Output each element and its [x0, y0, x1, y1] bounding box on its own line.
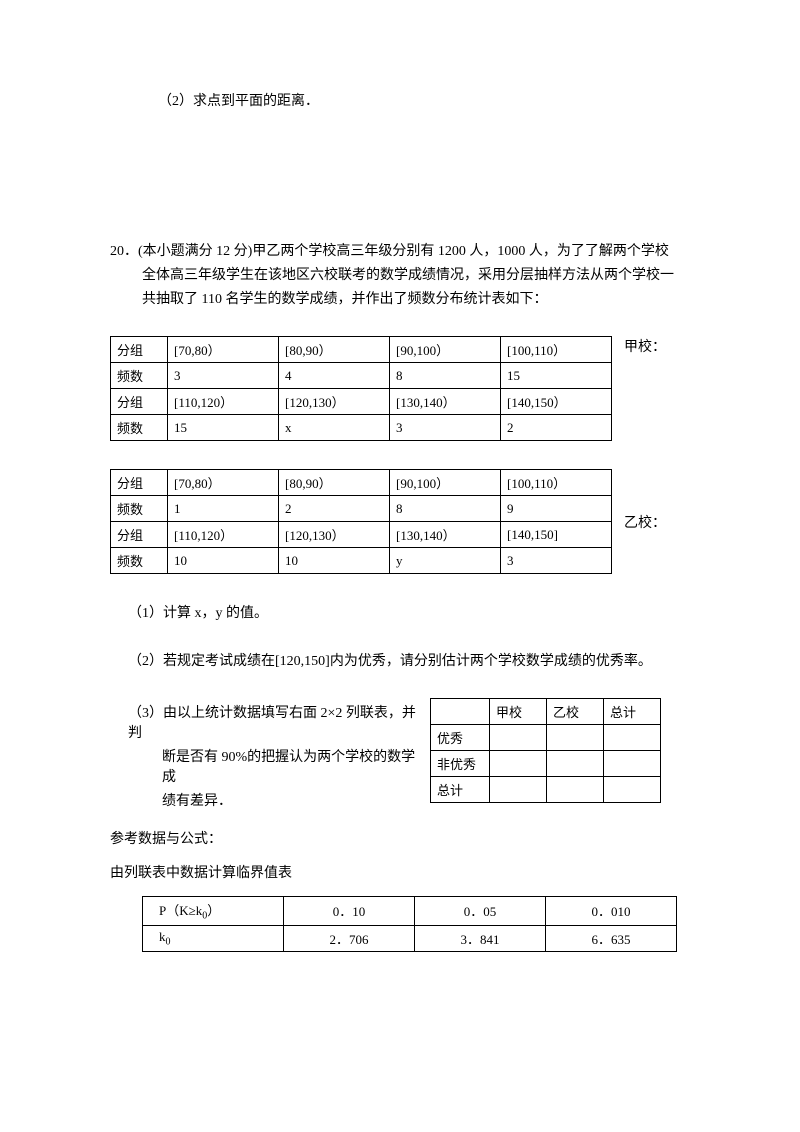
ta-r2c1: 3: [168, 363, 279, 389]
ta-r3c3: [130,140）: [390, 389, 501, 415]
ct-r1c2: [547, 725, 604, 751]
ct-r1: 优秀: [431, 725, 490, 751]
ta-r1c1: [70,80）: [168, 337, 279, 363]
ta-r2c2: 4: [279, 363, 390, 389]
ta-r2c4: 15: [501, 363, 612, 389]
tb-h2: 频数: [111, 496, 168, 522]
ct-blank: [431, 699, 490, 725]
table-a: 分组 [70,80） [80,90） [90,100） [100,110） 频数…: [110, 336, 612, 441]
tb-r2c1: 1: [168, 496, 279, 522]
question-2-part: （2）求点到平面的距离．: [158, 90, 690, 110]
sub-q2: （2）若规定考试成绩在[120,150]内为优秀，请分别估计两个学校数学成绩的优…: [128, 650, 690, 670]
crit-h2b: 0: [166, 936, 171, 947]
sub3-l1: （3）由以上统计数据填写右面 2×2 列联表，并判: [128, 702, 426, 742]
sub3-l3: 绩有差异．: [162, 790, 426, 810]
ta-r3c4: [140,150）: [501, 389, 612, 415]
crit-k2: 3．841: [415, 925, 546, 951]
tb-r4c4: 3: [501, 548, 612, 574]
ct-r3c2: [547, 777, 604, 803]
tb-r3c2: [120,130）: [279, 522, 390, 548]
tb-r2c2: 2: [279, 496, 390, 522]
tb-r1c2: [80,90）: [279, 470, 390, 496]
crit-h1a: P（K≥k: [159, 903, 202, 918]
ct-h3: 总计: [604, 699, 661, 725]
ta-r3c1: [110,120）: [168, 389, 279, 415]
ta-r2c3: 8: [390, 363, 501, 389]
ta-h2: 频数: [111, 363, 168, 389]
table-a-label: 甲校：: [624, 336, 666, 356]
ta-h2b: 频数: [111, 415, 168, 441]
ct-h1: 甲校: [490, 699, 547, 725]
crit-h2: k0: [143, 925, 284, 951]
ct-h2: 乙校: [547, 699, 604, 725]
q20-line1: (本小题满分 12 分)甲乙两个学校高三年级分别有 1200 人，1000 人，…: [138, 244, 669, 259]
ta-r3c2: [120,130）: [279, 389, 390, 415]
tb-r3c4: [140,150]: [501, 522, 612, 548]
tb-r3c1: [110,120）: [168, 522, 279, 548]
q20-number: 20．: [110, 240, 138, 260]
crit-h1c: ）: [207, 903, 220, 918]
q2-text: （2）求点到平面的距离．: [158, 94, 319, 109]
ref-line1: 参考数据与公式：: [110, 828, 690, 848]
tb-h2b: 频数: [111, 548, 168, 574]
sub-q1: （1）计算 x，y 的值。: [128, 602, 690, 622]
tb-h1: 分组: [111, 470, 168, 496]
page-root: （2）求点到平面的距离． 20．(本小题满分 12 分)甲乙两个学校高三年级分别…: [0, 0, 800, 1012]
tb-r4c1: 10: [168, 548, 279, 574]
ta-h1b: 分组: [111, 389, 168, 415]
tb-h1b: 分组: [111, 522, 168, 548]
crit-c3: 0．010: [546, 897, 677, 926]
q20-line2: 全体高三年级学生在该地区六校联考的数学成绩情况，采用分层抽样方法从两个学校一: [142, 264, 690, 284]
ct-r2: 非优秀: [431, 751, 490, 777]
tb-r2c3: 8: [390, 496, 501, 522]
crit-k1: 2．706: [284, 925, 415, 951]
ta-r4c1: 15: [168, 415, 279, 441]
crit-c1: 0．10: [284, 897, 415, 926]
ref-line2: 由列联表中数据计算临界值表: [110, 862, 690, 882]
crit-h1: P（K≥k0）: [143, 897, 284, 926]
table-b-wrap: 分组 [70,80） [80,90） [90,100） [100,110） 频数…: [110, 469, 690, 574]
sub-q3-text: （3）由以上统计数据填写右面 2×2 列联表，并判 断是否有 90%的把握认为两…: [110, 698, 426, 814]
tb-r1c3: [90,100）: [390, 470, 501, 496]
ta-r4c2: x: [279, 415, 390, 441]
ct-r3c3: [604, 777, 661, 803]
ta-r1c2: [80,90）: [279, 337, 390, 363]
crit-c2: 0．05: [415, 897, 546, 926]
table-b-label: 乙校：: [624, 512, 666, 532]
ta-r4c3: 3: [390, 415, 501, 441]
tb-r4c2: 10: [279, 548, 390, 574]
ct-r3: 总计: [431, 777, 490, 803]
contingency-table-wrap: 甲校 乙校 总计 优秀 非优秀 总计: [430, 698, 661, 803]
tb-r3c3: [130,140）: [390, 522, 501, 548]
table-b: 分组 [70,80） [80,90） [90,100） [100,110） 频数…: [110, 469, 612, 574]
question-20: 20．(本小题满分 12 分)甲乙两个学校高三年级分别有 1200 人，1000…: [110, 240, 690, 308]
ct-r3c1: [490, 777, 547, 803]
tb-r4c3: y: [390, 548, 501, 574]
ct-r2c1: [490, 751, 547, 777]
ta-r1c3: [90,100）: [390, 337, 501, 363]
sub-q3-row: （3）由以上统计数据填写右面 2×2 列联表，并判 断是否有 90%的把握认为两…: [110, 698, 690, 814]
crit-k3: 6．635: [546, 925, 677, 951]
contingency-table: 甲校 乙校 总计 优秀 非优秀 总计: [430, 698, 661, 803]
ct-r1c1: [490, 725, 547, 751]
sub3-l2: 断是否有 90%的把握认为两个学校的数学成: [162, 746, 426, 786]
ta-r4c4: 2: [501, 415, 612, 441]
ct-r1c3: [604, 725, 661, 751]
ct-r2c3: [604, 751, 661, 777]
ta-h1: 分组: [111, 337, 168, 363]
table-a-wrap: 分组 [70,80） [80,90） [90,100） [100,110） 频数…: [110, 336, 690, 441]
q20-line3: 共抽取了 110 名学生的数学成绩，并作出了频数分布统计表如下：: [142, 288, 690, 308]
tb-r1c4: [100,110）: [501, 470, 612, 496]
critical-table: P（K≥k0） 0．10 0．05 0．010 k0 2．706 3．841 6…: [142, 896, 677, 952]
ct-r2c2: [547, 751, 604, 777]
ta-r1c4: [100,110）: [501, 337, 612, 363]
tb-r1c1: [70,80）: [168, 470, 279, 496]
tb-r2c4: 9: [501, 496, 612, 522]
